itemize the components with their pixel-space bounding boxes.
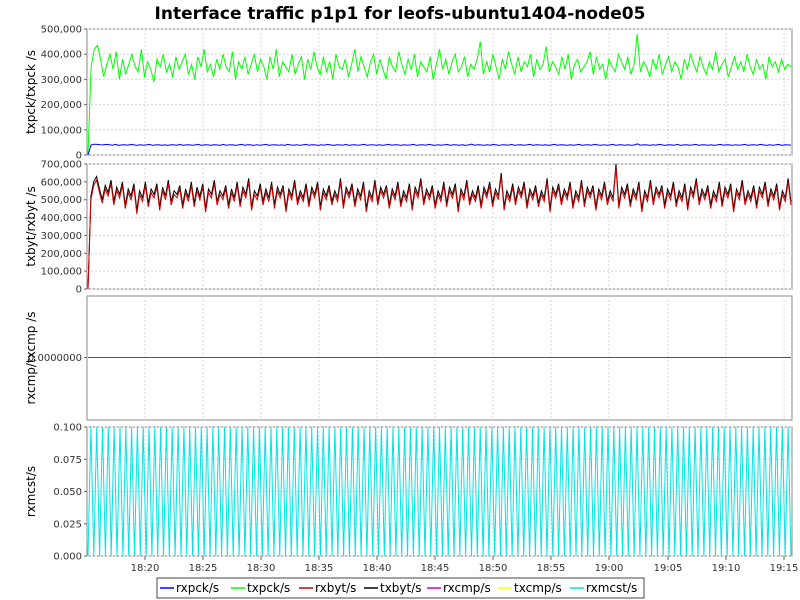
panel-1-frame bbox=[86, 28, 793, 156]
panel-2-ylabel: txbyt/rxbyt /s bbox=[24, 186, 38, 267]
panel-3-ylabel: rxcmp/txcmp /s bbox=[24, 311, 38, 404]
panel-2-ytick-label: 600,000 bbox=[41, 177, 82, 188]
x-axis: 18:20 18:25 18:30 18:35 18:40 18:45 18:50 18:55… bbox=[131, 556, 799, 574]
xtick-label: 19:05 bbox=[654, 563, 683, 574]
panel-4-ytick-label: 0.000 bbox=[53, 552, 82, 563]
panel-4-ytick-label: 0.025 bbox=[53, 519, 82, 530]
series-rxmcst-s bbox=[87, 426, 792, 557]
xtick-label: 18:50 bbox=[479, 563, 508, 574]
chart-title: Interface traffic p1p1 for leofs-ubuntu1… bbox=[155, 4, 646, 24]
panel-1-ytick-label: 300,000 bbox=[41, 75, 82, 86]
series-rxbyt-s bbox=[87, 167, 792, 290]
xtick-label: 18:40 bbox=[363, 563, 392, 574]
panel-3-ytick-label: 0.0000000 bbox=[28, 353, 82, 364]
xtick-label: 18:45 bbox=[421, 563, 450, 574]
panel-4-ylabel: rxmcst/s bbox=[24, 466, 38, 517]
xtick-label: 18:30 bbox=[247, 563, 276, 574]
xtick-label: 19:10 bbox=[712, 563, 741, 574]
panel-4-ytick-label: 0.075 bbox=[53, 455, 82, 466]
panel-2-ytick-label: 400,000 bbox=[41, 213, 82, 224]
xtick-label: 19:15 bbox=[770, 563, 799, 574]
panel-4-ytick-label: 0.050 bbox=[53, 487, 82, 498]
panel-2-ytick-label: 500,000 bbox=[41, 195, 82, 206]
legend-label: rxmcst/s bbox=[586, 581, 637, 595]
panel-1-ytick-label: 100,000 bbox=[41, 125, 82, 136]
series-rxpck-s bbox=[87, 143, 792, 156]
legend-label: txpck/s bbox=[247, 581, 290, 595]
legend-label: rxcmp/s bbox=[443, 581, 491, 595]
panel-1-ylabel: txpck/txpck /s bbox=[24, 50, 38, 134]
xtick-label: 18:25 bbox=[189, 563, 218, 574]
legend-label: rxpck/s bbox=[176, 581, 219, 595]
legend-label: rxbyt/s bbox=[315, 581, 356, 595]
xtick-label: 19:00 bbox=[595, 563, 624, 574]
xtick-label: 18:35 bbox=[305, 563, 334, 574]
panel-1-ytick-label: 400,000 bbox=[41, 50, 82, 61]
plot-layer: 0 100,000 200,000 300,000 400,000 500,000 txpc… bbox=[24, 25, 793, 563]
panel-2-ytick-label: 200,000 bbox=[41, 249, 82, 260]
legend-box bbox=[156, 577, 645, 599]
series-txpck-s bbox=[87, 33, 792, 156]
panel-1-ytick-label: 500,000 bbox=[41, 25, 82, 36]
panel-2-ytick-label: 700,000 bbox=[41, 160, 82, 171]
panel-2-ytick-label: 300,000 bbox=[41, 231, 82, 242]
panel-2-ytick-label: 100,000 bbox=[41, 267, 82, 278]
legend-label: txcmp/s bbox=[514, 581, 562, 595]
panel-2-frame bbox=[86, 163, 793, 290]
panel-2-ytick-label: 0 bbox=[76, 285, 82, 296]
panel-4-ytick-label: 0.100 bbox=[53, 423, 82, 434]
xtick-label: 18:20 bbox=[131, 563, 160, 574]
panel-1-ytick-label: 200,000 bbox=[41, 100, 82, 111]
xtick-label: 18:55 bbox=[537, 563, 566, 574]
legend-label: txbyt/s bbox=[380, 581, 422, 595]
panel-1-ytick-label: 0 bbox=[76, 151, 82, 162]
legend: rxpck/s txpck/s rxbyt/s txbyt/s rxcmp/s txcmp… bbox=[156, 577, 645, 599]
